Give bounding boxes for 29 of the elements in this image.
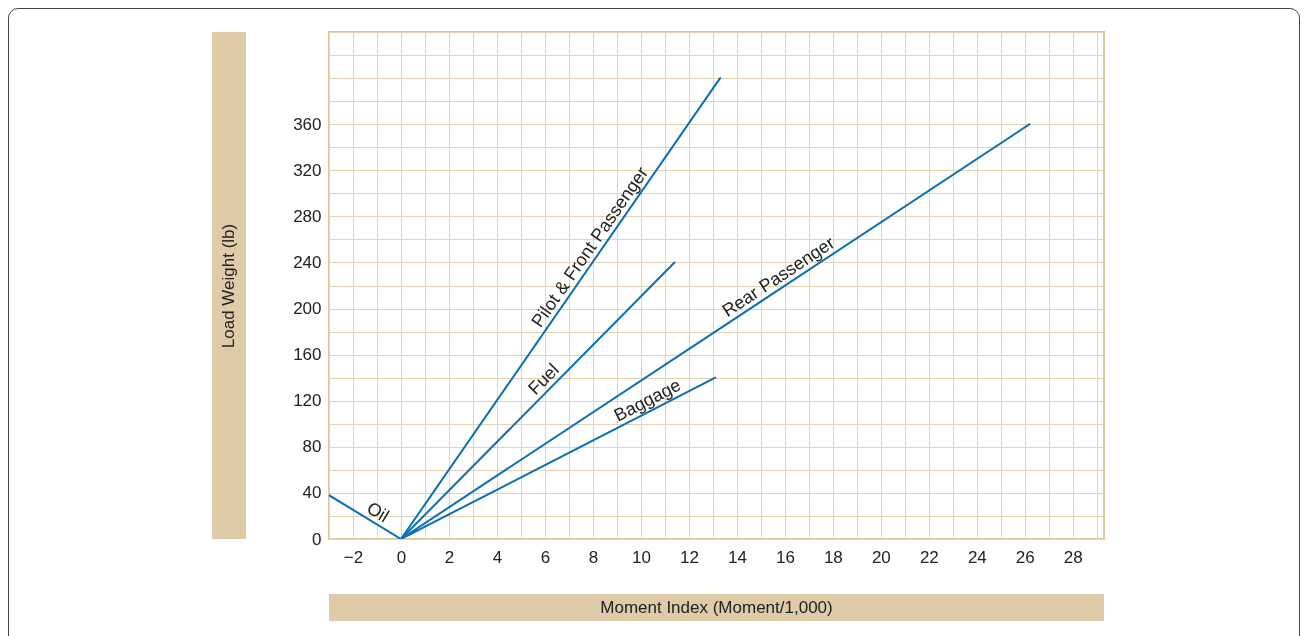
x-tick-label: 12 bbox=[679, 547, 699, 567]
y-axis-title: Load Weight (lb) bbox=[219, 223, 239, 348]
y-tick-label: 40 bbox=[302, 483, 322, 503]
y-tick-label: 120 bbox=[293, 391, 322, 411]
x-tick-label: 26 bbox=[1015, 547, 1035, 567]
x-tick-label: 10 bbox=[631, 547, 651, 567]
x-tick-label: 22 bbox=[919, 547, 939, 567]
x-tick-label: 28 bbox=[1063, 547, 1083, 567]
x-tick-label: −2 bbox=[343, 547, 364, 567]
x-tick-label: 16 bbox=[775, 547, 795, 567]
x-axis-title: Moment Index (Moment/1,000) bbox=[329, 594, 1104, 621]
text: Oil bbox=[363, 497, 393, 527]
x-tick-label: 24 bbox=[967, 547, 987, 567]
x-tick-label: 2 bbox=[444, 547, 455, 567]
y-tick-label: 0 bbox=[312, 529, 322, 549]
x-tick-label: 20 bbox=[871, 547, 891, 567]
y-tick-label: 240 bbox=[293, 252, 322, 272]
y-tick-label: 280 bbox=[293, 206, 322, 226]
y-tick-label: 80 bbox=[302, 437, 322, 457]
y-tick-label: 160 bbox=[293, 345, 322, 365]
y-tick-label: 360 bbox=[293, 114, 322, 134]
x-tick-label: 8 bbox=[588, 547, 599, 567]
x-tick-label: 6 bbox=[540, 547, 551, 567]
x-tick-label: 4 bbox=[492, 547, 503, 567]
x-tick-label: 18 bbox=[823, 547, 843, 567]
y-tick-label: 320 bbox=[293, 160, 322, 180]
x-tick-label: 0 bbox=[396, 547, 407, 567]
x-tick-label: 14 bbox=[727, 547, 747, 567]
y-tick-label: 200 bbox=[293, 299, 322, 319]
